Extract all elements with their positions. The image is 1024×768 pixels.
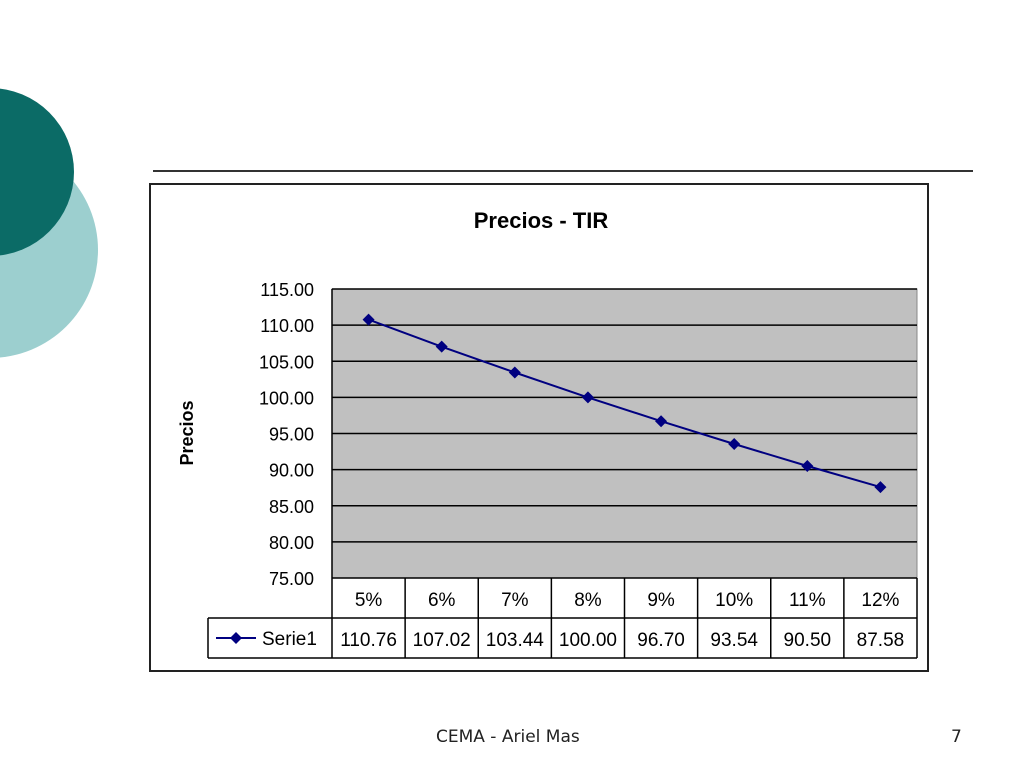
header-divider bbox=[153, 170, 973, 172]
data-table-value: 100.00 bbox=[559, 630, 617, 651]
x-category-label: 10% bbox=[715, 590, 753, 611]
y-tick-label: 90.00 bbox=[269, 461, 314, 481]
data-point bbox=[581, 391, 594, 404]
data-table-value: 103.44 bbox=[486, 630, 545, 651]
data-point bbox=[435, 340, 448, 353]
x-category-label: 8% bbox=[574, 590, 602, 611]
data-point bbox=[362, 313, 375, 326]
data-point bbox=[728, 438, 741, 451]
x-category-label: 6% bbox=[428, 590, 456, 611]
chart-frame: Precios - TIR Precios 75.00 80.00 85.00 90.… bbox=[149, 183, 929, 672]
footer-author: CEMA - Ariel Mas bbox=[436, 727, 580, 747]
data-table-value: 93.54 bbox=[710, 630, 758, 651]
dark-circle-shape bbox=[0, 88, 74, 256]
x-category-label: 7% bbox=[501, 590, 529, 611]
chart-title: Precios - TIR bbox=[474, 208, 609, 233]
y-tick-label: 80.00 bbox=[269, 533, 314, 553]
data-point bbox=[655, 415, 668, 428]
x-category-label: 5% bbox=[355, 590, 383, 611]
y-tick-label: 75.00 bbox=[269, 569, 314, 589]
y-axis-label: Precios bbox=[177, 400, 197, 465]
data-table-value: 90.50 bbox=[784, 630, 832, 651]
x-category-label: 9% bbox=[647, 590, 675, 611]
data-point bbox=[508, 366, 521, 379]
data-table-value: 110.76 bbox=[340, 630, 397, 651]
x-category-label: 12% bbox=[861, 590, 899, 611]
data-point bbox=[801, 460, 814, 473]
legend-marker bbox=[230, 632, 242, 644]
data-point bbox=[874, 481, 887, 494]
y-tick-label: 95.00 bbox=[269, 425, 314, 445]
data-table-value: 96.70 bbox=[637, 630, 685, 651]
decorative-circles bbox=[0, 88, 98, 358]
y-tick-label: 110.00 bbox=[260, 316, 314, 336]
legend-series-name: Serie1 bbox=[262, 629, 317, 650]
x-category-label: 11% bbox=[789, 590, 826, 611]
line-chart: Precios - TIR Precios 75.00 80.00 85.00 90.… bbox=[177, 208, 918, 659]
y-tick-label: 85.00 bbox=[269, 497, 314, 517]
y-tick-label: 105.00 bbox=[259, 352, 314, 372]
page-number: 7 bbox=[951, 727, 962, 747]
y-tick-label: 100.00 bbox=[259, 388, 314, 408]
y-tick-label: 115.00 bbox=[260, 280, 314, 300]
series-line bbox=[368, 318, 881, 489]
data-table-value: 107.02 bbox=[413, 630, 471, 651]
data-table-value: 87.58 bbox=[857, 630, 905, 651]
